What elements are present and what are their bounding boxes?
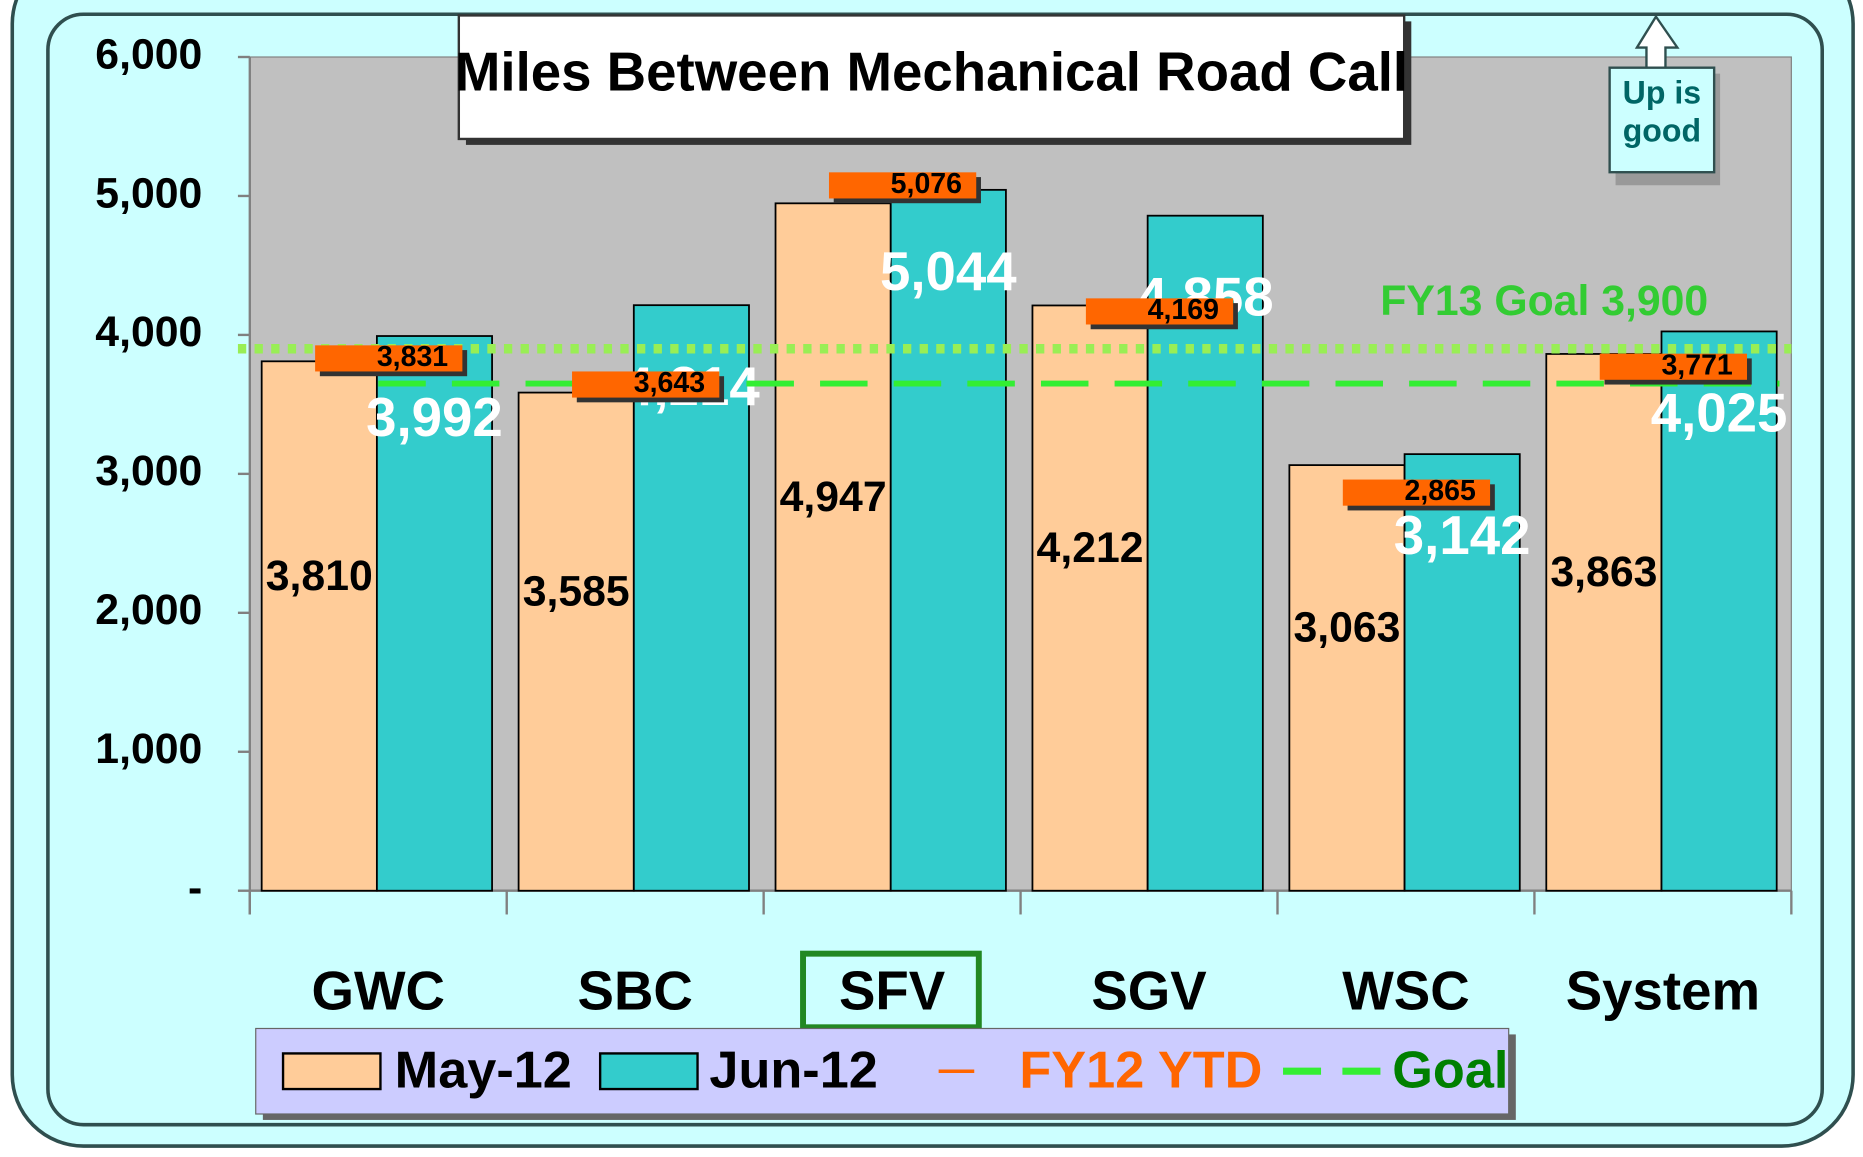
ytd-marker	[1342, 479, 1491, 506]
bar	[774, 202, 892, 892]
ytd-label: 5,076	[891, 168, 962, 200]
x-tick-label: WSC	[1342, 961, 1469, 1022]
data-label: 5,044	[880, 241, 1017, 302]
legend-label: Jun-12	[709, 1041, 877, 1099]
ytd-label: 3,831	[377, 341, 448, 373]
bar	[260, 360, 378, 892]
annotation-wrap: Up is good	[1622, 74, 1702, 149]
annotation: Up is good	[1622, 74, 1702, 149]
legend-swatch	[598, 1052, 699, 1091]
bar	[1403, 453, 1521, 892]
legend-label: Goal	[1392, 1041, 1508, 1099]
category-highlight	[800, 950, 982, 1031]
ytd-label: 4,169	[1148, 294, 1219, 326]
ytd-label: 3,771	[1661, 349, 1732, 381]
chart-title: Miles Between Mechanical Road Call	[455, 41, 1408, 102]
ytd-marker	[828, 172, 977, 199]
data-label: 3,863	[1550, 548, 1657, 596]
x-tick-label: SGV	[1091, 961, 1207, 1022]
x-tick-label: SBC	[578, 961, 693, 1022]
data-label: 4,025	[1651, 382, 1788, 443]
ytd-marker	[1085, 298, 1234, 325]
x-tick-label: SFV	[839, 961, 946, 1022]
bar	[1660, 330, 1778, 892]
y-tick-label: 3,000	[95, 447, 202, 495]
fy13-goal-label: FY13 Goal 3,900	[1380, 277, 1708, 325]
y-tick-label: 2,000	[95, 586, 202, 634]
ytd-marker	[1599, 353, 1748, 380]
data-label: 3,142	[1394, 505, 1531, 566]
bar	[517, 391, 635, 892]
data-label: 4,212	[1037, 524, 1144, 572]
bar	[1545, 353, 1663, 892]
ytd-marker	[315, 345, 463, 372]
data-label: 3,810	[266, 552, 373, 600]
ytd-marker	[572, 371, 720, 398]
ytd-label: 2,865	[1405, 475, 1476, 507]
y-tick-label: -	[188, 864, 202, 912]
y-tick-label: 6,000	[95, 30, 202, 78]
y-tick-label: 4,000	[95, 308, 202, 356]
legend-label: FY12 YTD	[1019, 1041, 1262, 1099]
bar	[375, 335, 493, 892]
data-label: 3,585	[523, 567, 630, 615]
data-label: 3,063	[1293, 604, 1400, 652]
y-tick-label: 1,000	[95, 725, 202, 773]
x-tick-label: System	[1566, 961, 1760, 1022]
bar	[632, 304, 750, 892]
annotation-box	[1608, 66, 1716, 174]
x-tick-label: GWC	[312, 961, 446, 1022]
legend-swatch	[281, 1052, 382, 1091]
bar	[1031, 304, 1149, 892]
bar	[889, 188, 1007, 892]
title-box	[457, 14, 1406, 141]
up-arrow	[1634, 14, 1680, 71]
legend-label: May-12	[395, 1041, 572, 1099]
data-label: 3,992	[366, 387, 503, 448]
bar	[1288, 464, 1406, 892]
y-tick-label: 5,000	[95, 169, 202, 217]
ytd-label: 3,643	[634, 367, 705, 399]
data-label: 4,947	[780, 473, 887, 521]
